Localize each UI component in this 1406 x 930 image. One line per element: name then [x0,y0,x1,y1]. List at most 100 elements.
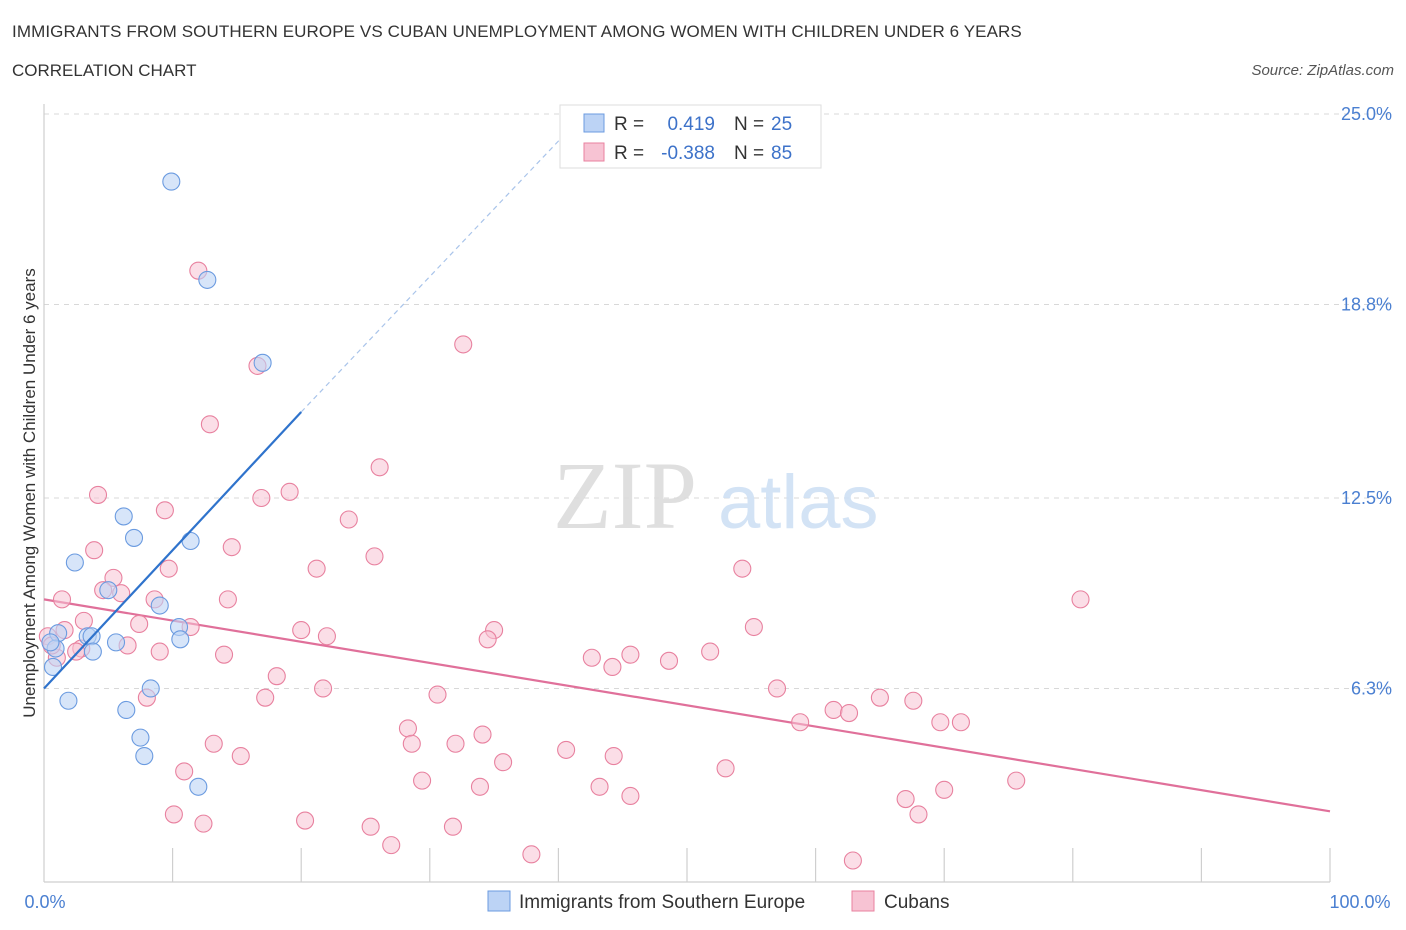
cubans-point [194,814,213,833]
cubans-point [296,811,315,830]
legend-n-label-pink: N = [734,143,764,164]
cubans-point [402,734,421,753]
blue-trend-line [43,411,303,690]
southern-europe-point [83,642,102,661]
watermark-atlas: atlas [718,460,879,545]
correlation-legend: R = 0.419 N = 25 R = -0.388 N = 85 [559,104,822,169]
cubans-point [603,657,622,677]
y-tick-labels: 6.3% 12.5% 18.8% 25.0% [1341,104,1392,698]
cubans-point [314,679,333,698]
cubans-point [582,648,601,667]
source-label: Source: ZipAtlas.com [1251,62,1394,79]
southern-europe-point [150,596,169,615]
y-tick-label: 25.0% [1341,104,1392,124]
cubans-point [88,485,108,504]
cubans-point [470,777,490,796]
legend-n-value-blue: 25 [771,114,792,135]
cubans-point [218,590,237,609]
cubans-point [231,746,250,766]
southern-europe-point [141,679,160,698]
cubans-point [839,703,859,723]
southern-europe-point [65,553,84,572]
cubans-point [130,614,149,634]
cubans-point [361,817,380,836]
cubans-point [256,688,275,707]
cubans-point [621,786,640,806]
southern-europe-point [189,777,208,796]
cubans-point [904,691,923,710]
legend-r-label-pink: R = [614,143,644,164]
cubans-point [150,642,169,661]
cubans-point [339,510,358,529]
southern-europe-point [114,507,133,526]
southern-europe-point [41,633,60,652]
cubans-point [744,617,763,637]
series-legend-label-pink: Cubans [884,892,950,913]
cubans-point [252,488,271,508]
cubans-point [159,559,178,578]
southern-europe-point [162,172,181,191]
cubans-point [478,630,497,649]
cubans-point [292,621,311,640]
series-legend: Immigrants from Southern Europe Cubans [487,890,950,913]
southern-europe-points [41,172,303,796]
southern-europe-point [124,528,144,547]
cubans-point [428,685,447,704]
cubans-point [733,559,752,578]
chart-subtitle: CORRELATION CHART [12,61,197,80]
cubans-point [443,817,462,836]
cubans-point [74,611,93,630]
cubans-point [222,538,241,557]
legend-swatch-blue [583,113,605,133]
southern-europe-point [117,700,136,720]
cubans-point [659,651,679,670]
y-tick-label: 18.8% [1341,294,1392,314]
y-tick-label: 6.3% [1351,678,1392,698]
cubans-point [701,642,720,661]
cubans-point [604,746,623,766]
cubans-point [843,851,862,870]
cubans-point [365,547,384,566]
cubans-point [52,590,72,609]
watermark-zip: ZIP [553,442,697,549]
southern-europe-point [59,691,78,710]
cubans-point [280,482,299,501]
cubans-point [951,713,970,732]
cubans-point [824,700,843,720]
southern-europe-point [43,657,63,677]
cubans-point [473,725,492,744]
southern-europe-point [171,630,190,649]
cubans-point [935,780,954,799]
cubans-point [307,559,326,578]
cubans-point [791,713,810,732]
cubans-point [214,645,234,664]
cubans-point [522,845,541,864]
cubans-point [370,458,389,477]
cubans-point [454,335,473,354]
cubans-point [413,771,432,790]
blue-trend-extension [300,113,585,413]
trend-lines [43,113,1331,813]
southern-europe-point [99,581,118,600]
x-tick-label-max: 100.0% [1329,892,1390,912]
chart-title: IMMIGRANTS FROM SOUTHERN EUROPE VS CUBAN… [12,22,1022,41]
southern-europe-point [131,728,150,747]
legend-r-value-pink: -0.388 [661,143,715,164]
cubans-point [557,740,576,759]
cubans-point [267,667,286,686]
cubans-point [204,734,223,753]
cubans-point [494,753,513,772]
series-legend-swatch-pink [851,890,875,912]
legend-swatch-pink [583,142,605,162]
cubans-point [164,805,183,824]
cubans-point [931,713,950,732]
cubans-point [398,719,417,738]
cubans-point [909,805,928,824]
cubans-point [896,790,915,809]
x-ticks [172,848,1331,882]
cubans-point [67,642,86,661]
cubans-point [1071,590,1090,609]
southern-europe-point [253,353,272,372]
southern-europe-point [135,746,154,766]
